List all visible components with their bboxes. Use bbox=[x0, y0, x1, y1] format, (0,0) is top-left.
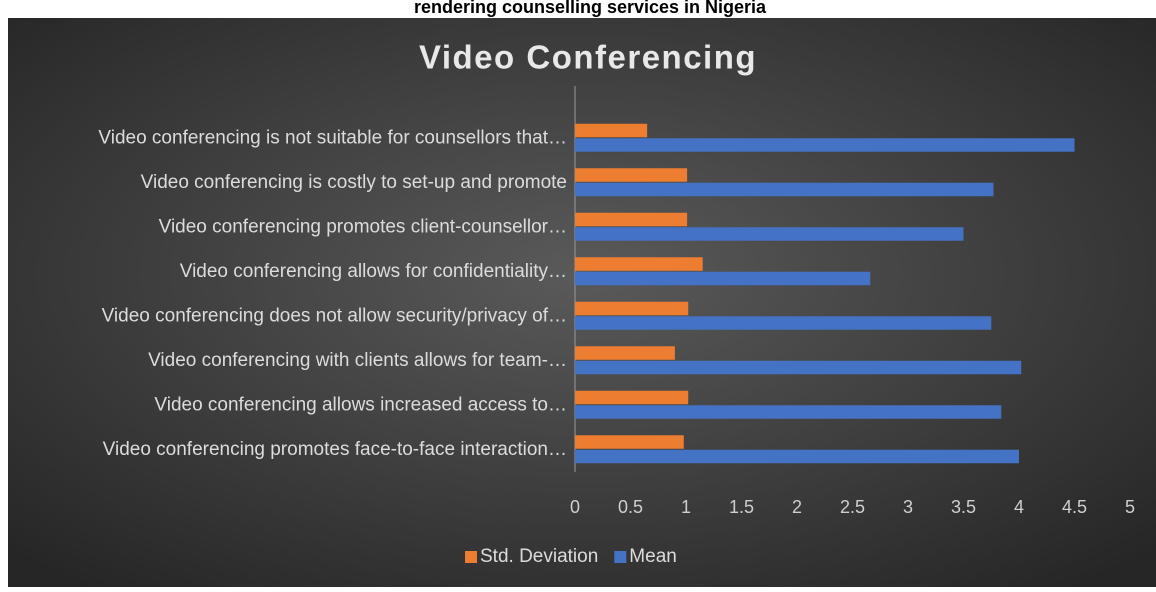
y-tick-label: Video conferencing allows for confidenti… bbox=[180, 261, 567, 282]
plot: 0 0.5 1 1.5 2 2.5 3 3.5 4 4.5 5 Video conferencing … bbox=[98, 86, 1135, 567]
bar bbox=[575, 360, 1022, 375]
caption: rendering counselling services in Nigeri… bbox=[414, 0, 767, 17]
x-tick-label: 4.5 bbox=[1062, 497, 1087, 517]
y-tick-label: Video conferencing allows increased acce… bbox=[154, 394, 567, 415]
bar bbox=[575, 138, 1075, 152]
y-tick-label: Video conferencing with clients allows f… bbox=[148, 350, 567, 371]
bar bbox=[575, 271, 871, 286]
x-tick-label: 2 bbox=[792, 497, 802, 517]
legend-swatch bbox=[465, 551, 477, 563]
y-tick-label: Video conferencing promotes client-couns… bbox=[159, 216, 567, 237]
legend-label: Std. Deviation bbox=[480, 546, 598, 567]
bar bbox=[575, 168, 688, 182]
bar bbox=[575, 405, 1002, 419]
bar bbox=[575, 227, 964, 241]
x-tick-label: 5 bbox=[1125, 497, 1135, 517]
bar bbox=[575, 182, 994, 197]
y-tick-label: Video conferencing is costly to set-up a… bbox=[141, 172, 567, 193]
x-tick-label: 3.5 bbox=[951, 497, 976, 517]
bar bbox=[575, 123, 648, 138]
bar bbox=[575, 212, 688, 227]
bar bbox=[575, 301, 689, 316]
x-tick-label: 0.5 bbox=[618, 497, 643, 517]
bar bbox=[575, 449, 1019, 464]
x-tick-label: 1 bbox=[681, 497, 691, 517]
y-tick-label: Video conferencing is not suitable for c… bbox=[98, 127, 567, 148]
chart-title: Video Conferencing bbox=[419, 39, 757, 76]
bar bbox=[575, 346, 675, 360]
y-tick-label: Video conferencing promotes face-to-face… bbox=[103, 439, 567, 460]
legend-label: Mean bbox=[629, 546, 677, 567]
x-tick-label: 1.5 bbox=[729, 497, 754, 517]
bar bbox=[575, 316, 992, 330]
x-tick-label: 0 bbox=[570, 497, 580, 517]
x-tick-label: 2.5 bbox=[840, 497, 865, 517]
y-tick-label: Video conferencing does not allow securi… bbox=[102, 305, 567, 326]
bar bbox=[575, 435, 684, 449]
legend-swatch bbox=[614, 551, 627, 563]
x-tick-label: 3 bbox=[903, 497, 913, 517]
bar bbox=[575, 257, 703, 271]
x-tick-label: 4 bbox=[1014, 497, 1024, 517]
bar bbox=[575, 390, 689, 405]
